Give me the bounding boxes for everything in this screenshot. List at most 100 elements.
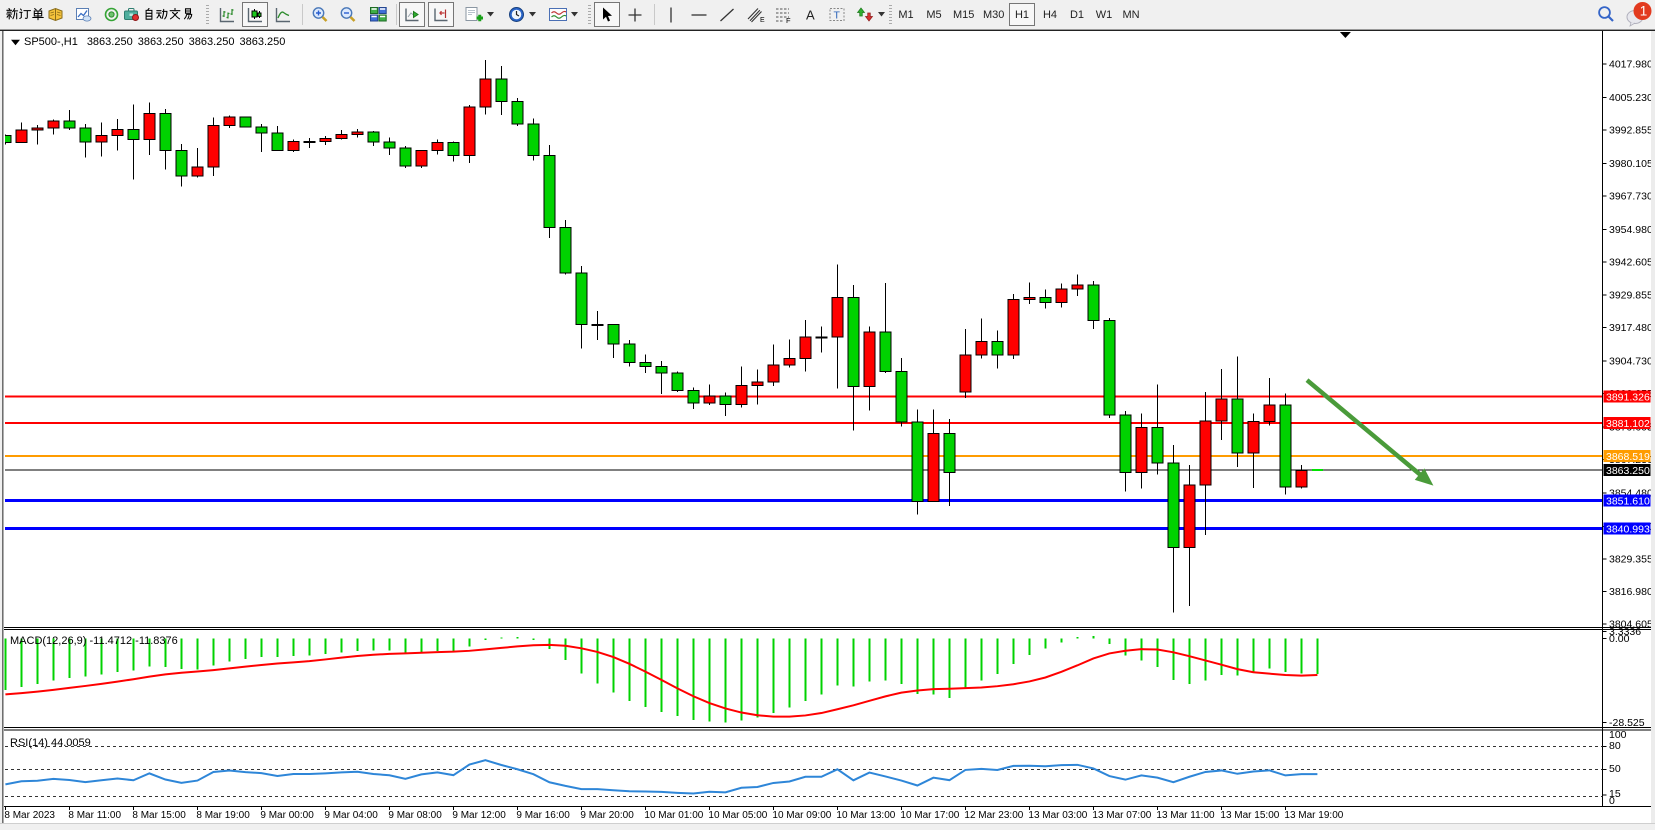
- candle-body: [271, 132, 284, 151]
- fibonacci-icon: F: [774, 6, 794, 24]
- crosshair-button[interactable]: [622, 2, 648, 27]
- horizontal-line-button[interactable]: [686, 2, 712, 27]
- candle-body: [479, 78, 492, 108]
- dropdown-arrow-icon: [528, 12, 536, 17]
- timeframe-mn-button[interactable]: MN: [1122, 8, 1140, 21]
- cursor-button[interactable]: [594, 2, 620, 27]
- fibonacci-button[interactable]: F: [770, 2, 798, 27]
- timeframe-m5-button[interactable]: M5: [926, 8, 942, 21]
- svg-text:13 Mar 07:00: 13 Mar 07:00: [1092, 810, 1151, 821]
- autotrading-button[interactable]: 自动交易: [124, 2, 194, 27]
- search-button[interactable]: [1592, 2, 1620, 27]
- new-order-button[interactable]: 新订单: [2, 2, 48, 27]
- candle-body: [95, 134, 108, 143]
- notifications-button[interactable]: 1 1: [1622, 1, 1654, 28]
- chart-shift-marker: [1339, 32, 1351, 38]
- svg-text:10 Mar 01:00: 10 Mar 01:00: [644, 810, 703, 821]
- toolbar-grip[interactable]: [588, 5, 591, 25]
- autotrading-label: [143, 8, 195, 21]
- chart-collapse-arrow-icon[interactable]: [10, 38, 21, 47]
- candle-body: [1215, 398, 1228, 422]
- candle-body: [351, 131, 364, 136]
- candle-body: [383, 141, 396, 149]
- svg-text:3881.102: 3881.102: [1606, 418, 1650, 430]
- svg-text:A: A: [806, 8, 815, 23]
- candle-body: [1279, 404, 1292, 488]
- text-button[interactable]: A: [798, 2, 824, 27]
- auto-scroll-icon: [403, 6, 421, 24]
- candle-body: [879, 331, 892, 373]
- timeframe-m30-button[interactable]: M30: [983, 8, 1005, 21]
- candle-body: [335, 134, 348, 140]
- candle-body: [1039, 296, 1052, 304]
- arrows-button[interactable]: [852, 2, 888, 27]
- trend-arrow-head: [1414, 468, 1434, 486]
- window-frame: [1651, 31, 1655, 823]
- candle-body: [1023, 296, 1036, 300]
- candle-body: [319, 138, 332, 142]
- candlestick-chart-button[interactable]: [242, 2, 268, 27]
- vertical-line-button[interactable]: [658, 2, 684, 27]
- chart-window-border: [0, 30, 1655, 31]
- chat-bubble-icon: 1 1: [1623, 1, 1653, 28]
- svg-text:13 Mar 03:00: 13 Mar 03:00: [1028, 810, 1087, 821]
- terminal-button[interactable]: [98, 2, 124, 27]
- candle-body: [1167, 462, 1180, 548]
- svg-text:3904.730: 3904.730: [1609, 356, 1653, 368]
- zoom-out-icon: [338, 5, 358, 25]
- toolbar-grip[interactable]: [206, 5, 209, 25]
- svg-text:10 Mar 13:00: 10 Mar 13:00: [836, 810, 895, 821]
- window-frame: [3, 31, 4, 823]
- candle-body: [799, 336, 812, 359]
- chart-window[interactable]: 4017.980 4005.230 3992.855 3980.105 3967.730…: [0, 31, 1655, 824]
- dropdown-arrow-icon: [877, 12, 885, 17]
- periods-button[interactable]: [502, 2, 540, 27]
- candle-body: [943, 432, 956, 474]
- candle-body: [1071, 284, 1084, 290]
- zoom-out-button[interactable]: [334, 2, 362, 27]
- line-chart-button[interactable]: [270, 2, 296, 27]
- toolbar-grip[interactable]: [889, 5, 892, 25]
- svg-text:3992.855: 3992.855: [1609, 124, 1653, 136]
- candle-body: [1119, 414, 1132, 474]
- chart-shift-button[interactable]: [428, 2, 454, 27]
- tile-windows-icon: [369, 5, 388, 24]
- trend-line-icon: [718, 6, 736, 24]
- new-order-label: [5, 8, 45, 21]
- timeframe-m15-button[interactable]: M15: [953, 8, 975, 21]
- candle-body: [287, 140, 300, 151]
- svg-text:8 Mar 2023: 8 Mar 2023: [4, 810, 55, 821]
- toolbar-separator: [396, 4, 397, 25]
- svg-text:9 Mar 12:00: 9 Mar 12:00: [452, 810, 506, 821]
- candle-body: [207, 125, 220, 168]
- navigator-button[interactable]: [70, 2, 96, 27]
- svg-text:9 Mar 00:00: 9 Mar 00:00: [260, 810, 314, 821]
- bar-chart-button[interactable]: [214, 2, 240, 27]
- svg-text:100: 100: [1609, 729, 1627, 741]
- candle-body: [367, 131, 380, 143]
- timeframe-h1-button[interactable]: H1: [1009, 3, 1035, 26]
- chart-canvas[interactable]: 4017.980 4005.230 3992.855 3980.105 3967.730…: [0, 31, 1655, 824]
- candle-body: [1087, 284, 1100, 321]
- crosshair-icon: [626, 6, 644, 24]
- svg-text:3863.250: 3863.250: [1606, 465, 1650, 477]
- zoom-in-button[interactable]: [306, 2, 334, 27]
- svg-text:3891.326: 3891.326: [1606, 391, 1650, 403]
- equidistant-channel-button[interactable]: E: [742, 2, 770, 27]
- tile-windows-button[interactable]: [364, 2, 392, 27]
- timeframe-m1-button[interactable]: M1: [898, 8, 914, 21]
- timeframe-h4-button[interactable]: H4: [1042, 8, 1058, 21]
- periods-clock-icon: [507, 5, 526, 24]
- timeframe-w1-button[interactable]: W1: [1095, 8, 1113, 21]
- auto-scroll-button[interactable]: [399, 2, 425, 27]
- text-label-button[interactable]: T: [824, 2, 850, 27]
- svg-text:3840.993: 3840.993: [1606, 523, 1650, 535]
- templates-button[interactable]: [544, 2, 582, 27]
- market-watch-button[interactable]: [42, 2, 68, 27]
- svg-text:10 Mar 17:00: 10 Mar 17:00: [900, 810, 959, 821]
- trend-line-button[interactable]: [714, 2, 740, 27]
- timeframe-d1-button[interactable]: D1: [1069, 8, 1085, 21]
- svg-text:T: T: [834, 10, 841, 22]
- svg-text:F: F: [786, 16, 791, 24]
- new-chart-button[interactable]: [460, 2, 498, 27]
